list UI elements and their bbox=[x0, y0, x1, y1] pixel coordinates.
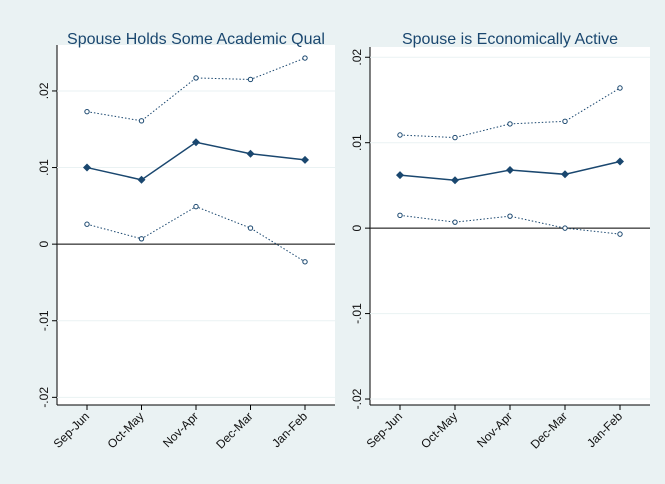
y-tick-label: .01 bbox=[37, 159, 51, 176]
y-tick-label: -.01 bbox=[350, 303, 364, 324]
point bbox=[138, 118, 145, 124]
chart-title: Spouse is Economically Active bbox=[402, 31, 618, 48]
point bbox=[84, 108, 90, 115]
y-tick-label: -.01 bbox=[37, 310, 51, 331]
point bbox=[451, 176, 459, 185]
chart-title: Spouse Holds Some Academic Qual bbox=[67, 31, 325, 48]
point bbox=[506, 166, 514, 175]
point bbox=[302, 259, 308, 265]
point bbox=[84, 221, 90, 227]
point bbox=[616, 157, 624, 166]
point bbox=[396, 171, 404, 180]
point bbox=[83, 163, 91, 172]
y-tick-label: -.02 bbox=[37, 387, 51, 408]
point bbox=[452, 134, 458, 141]
y-tick-label: 0 bbox=[37, 240, 51, 247]
y-tick-label: .02 bbox=[37, 82, 51, 99]
point bbox=[302, 55, 308, 61]
y-tick-label: .01 bbox=[350, 134, 364, 151]
y-tick-label: .02 bbox=[350, 49, 364, 66]
point bbox=[507, 213, 513, 219]
point bbox=[301, 155, 309, 164]
point bbox=[246, 149, 255, 158]
point bbox=[507, 121, 513, 127]
point bbox=[247, 76, 254, 83]
y-tick-label: 0 bbox=[350, 224, 364, 231]
point bbox=[192, 138, 200, 147]
point bbox=[397, 132, 403, 138]
point bbox=[562, 118, 568, 125]
point bbox=[617, 231, 623, 237]
point bbox=[561, 170, 569, 179]
point bbox=[617, 85, 623, 91]
plot-area bbox=[57, 45, 335, 405]
y-tick-label: -.02 bbox=[350, 388, 364, 409]
point bbox=[193, 75, 199, 81]
point bbox=[562, 225, 568, 231]
point bbox=[193, 203, 199, 210]
point bbox=[397, 212, 403, 219]
point bbox=[452, 219, 458, 225]
point bbox=[247, 225, 254, 231]
point bbox=[138, 236, 145, 242]
plot-area bbox=[370, 47, 650, 405]
point bbox=[137, 175, 146, 184]
